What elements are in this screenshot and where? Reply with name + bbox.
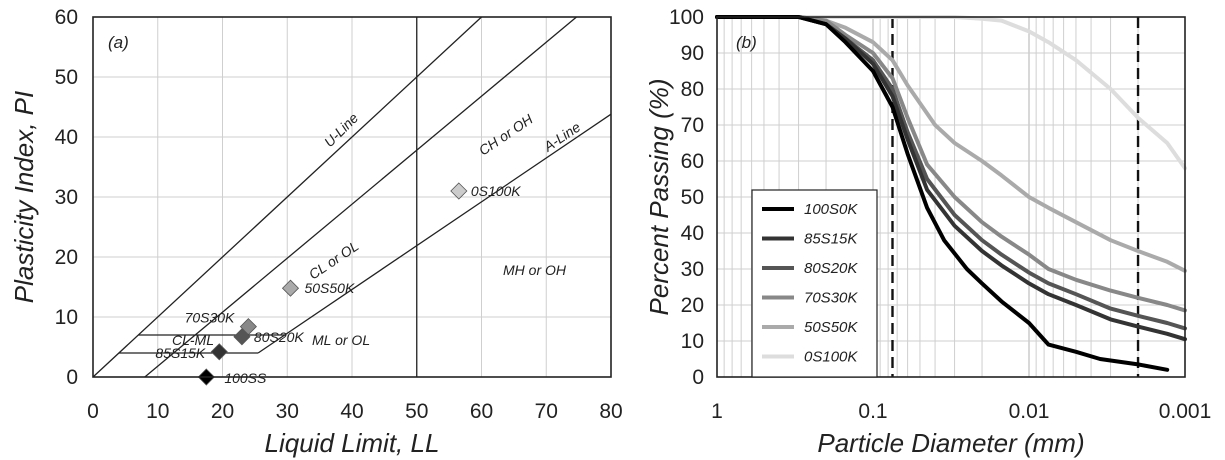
ml-ol-label: ML or OL	[312, 332, 370, 348]
x-tick-label: 40	[340, 400, 363, 423]
data-label-0s100k: 0S100K	[471, 183, 521, 199]
plasticity-grid	[92, 16, 612, 378]
data-label-70s30k: 70S30K	[185, 310, 235, 326]
panel-b-label: (b)	[736, 33, 757, 52]
series-line-0s100k	[715, 15, 1187, 171]
y-tick-label: 60	[681, 150, 704, 173]
data-label-100ss: 100SS	[224, 370, 267, 386]
legend-label-85s15k: 85S15K	[804, 231, 858, 248]
y-tick-label: 90	[681, 42, 704, 65]
data-point-70s30k	[239, 318, 257, 336]
legend-label-70s30k: 70S30K	[804, 290, 858, 307]
gradation-series	[715, 15, 1187, 372]
y-tick-label: 80	[681, 78, 704, 101]
data-point-80s20k	[233, 328, 251, 346]
x-tick-label: 20	[211, 400, 234, 423]
y-tick-label: 60	[55, 6, 78, 29]
gradation-legend: 100S0K 85S15K 80S20K 70S30K 50S50K 0S100K	[751, 189, 878, 378]
gradation-plot-frame	[716, 16, 1186, 378]
x-tick-label: 0.1	[858, 400, 887, 423]
y-tick-label: 50	[55, 66, 78, 89]
plasticity-chart: U-Line A-Line CH or OH CL or OL MH or OH…	[9, 6, 623, 458]
data-point-0s100k	[450, 182, 468, 200]
a-line	[257, 113, 612, 354]
legend-label-80s20k: 80S20K	[804, 260, 858, 277]
gradation-x-axis-label: Particle Diameter (mm)	[817, 428, 1084, 458]
u-line	[144, 16, 577, 378]
x-tick-label: 0	[87, 400, 99, 423]
x-tick-label: 0.01	[1009, 400, 1050, 423]
legend-label-0s100k: 0S100K	[804, 349, 858, 366]
x-tick-label: 10	[146, 400, 169, 423]
y-tick-label: 100	[669, 6, 704, 29]
ch-oh-label: CH or OH	[476, 110, 537, 158]
x-tick-label: 60	[470, 400, 493, 423]
legend-box	[751, 189, 878, 378]
legend-label-100s0k: 100S0K	[804, 201, 858, 218]
x-tick-label: 0.001	[1159, 400, 1212, 423]
y-tick-label: 10	[55, 306, 78, 329]
x-tick-label: 30	[276, 400, 299, 423]
y-tick-label: 50	[681, 186, 704, 209]
data-label-80s20k: 80S20K	[254, 329, 304, 345]
plasticity-data-points: 100SS 85S15K 80S20K 70S30K 50S50K 0S100K	[155, 182, 521, 386]
data-point-50s50k	[281, 279, 300, 297]
cl-ol-label: CL or OL	[306, 238, 362, 283]
panel-a-label: (a)	[108, 33, 129, 52]
legend-label-50s50k: 50S50K	[804, 319, 858, 336]
data-point-85s15k	[210, 343, 228, 361]
plasticity-y-ticks: 0 10 20 30 40 50 60	[55, 6, 78, 389]
data-label-85s15k: 85S15K	[155, 345, 205, 361]
y-tick-label: 0	[66, 366, 78, 389]
y-tick-label: 30	[55, 186, 78, 209]
u-line-label: U-Line	[321, 109, 362, 150]
x-tick-label: 1	[711, 400, 723, 423]
data-label-50s50k: 50S50K	[304, 280, 354, 296]
x-tick-label: 50	[405, 400, 428, 423]
y-tick-label: 40	[55, 126, 78, 149]
mh-oh-label: MH or OH	[503, 262, 567, 278]
plasticity-reference-lines	[92, 16, 612, 378]
y-tick-label: 20	[681, 294, 704, 317]
cl-ml-label: CL-ML	[172, 332, 214, 348]
gradation-y-axis-label: Percent Passing (%)	[644, 79, 674, 316]
gradation-x-ticks: 1 0.1 0.01 0.001	[711, 400, 1211, 423]
y-tick-label: 30	[681, 258, 704, 281]
series-line-100s0k	[715, 15, 1170, 372]
plasticity-x-ticks: 0 10 20 30 40 50 60 70 80	[87, 400, 623, 423]
plasticity-x-axis-label: Liquid Limit, LL	[265, 428, 440, 458]
plasticity-plot-frame	[92, 16, 612, 378]
x-tick-label: 80	[599, 400, 622, 423]
y-tick-label: 10	[681, 330, 704, 353]
x-tick-label: 70	[535, 400, 558, 423]
gradation-y-ticks: 0 10 20 30 40 50 60 70 80 90 100	[669, 6, 704, 389]
series-line-70s30k	[715, 15, 1187, 313]
y-tick-label: 70	[681, 114, 704, 137]
y-tick-label: 0	[692, 366, 704, 389]
plasticity-y-axis-label: Plasticity Index, PI	[9, 91, 39, 303]
y-tick-label: 20	[55, 246, 78, 269]
y-tick-label: 40	[681, 222, 704, 245]
gradation-chart: 1 0.1 0.01 0.001 0 10 20 30 40 50 60 70 80 90 100 (b)…	[644, 6, 1211, 458]
